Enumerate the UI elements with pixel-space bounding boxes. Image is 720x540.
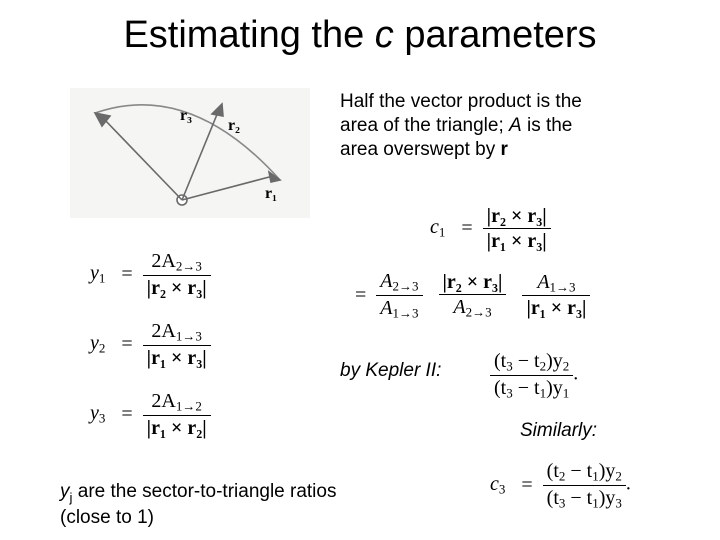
c1f3-num-sub: 1→3 [550,279,576,294]
c3-den-pre: (t [547,487,559,509]
c1f2-den-sub: 2→3 [466,304,492,319]
footnote-y: y [60,481,70,502]
kep-num-s3: 2 [563,358,570,373]
orbit-diagram-svg: r₁ r₂ r₃ [70,88,310,218]
c3-sub: 3 [499,481,506,496]
kepler-label: by Kepler II: [340,360,441,382]
vector-r3 [103,118,182,200]
y2-num-pre: 2A [151,320,175,342]
eq-c1: c1 = |r₂ × r₃| |r₁ × r₃| [430,205,551,252]
kep-num-mid: − t [513,350,540,372]
y3-den: |r₁ × r₂| [147,417,207,439]
explain-l1: Half the vector product is the [340,91,582,112]
kep-den-mid: − t [513,377,540,399]
kep-num-pre: (t [494,350,506,372]
c3-num-mid: − t [565,460,592,482]
orbit-diagram: r₁ r₂ r₃ [70,88,310,218]
slide-title: Estimating the c parameters [0,14,720,57]
vector-r1 [182,176,273,200]
eq-c1-factored: = A2→3 A1→3 |r₂ × r₃| A2→3 A1→3 |r₁ × r₃… [350,270,590,320]
y1-sub: 1 [99,270,106,285]
kep-num-post: )y [546,350,563,372]
label-r1: r₁ [265,185,277,202]
c1-num: |r₂ × r₃| [487,205,547,227]
y1-num-sub: 2→3 [176,258,202,273]
label-r2: r₂ [228,117,240,134]
y1-lhs: y [90,262,99,284]
c1f3-num: A [537,271,549,293]
eq-y1: y1 = 2A2→3 |r₂ × r₃| [90,250,211,299]
c1f2-den: A [453,296,465,318]
explain-l2b: is the [522,115,573,136]
c3-num-s3: 2 [615,468,622,483]
c3-num-post: )y [599,460,616,482]
y2-num-sub: 1→3 [176,328,202,343]
c1f1-den-sub: 1→3 [393,305,419,320]
explain-l2a: area of the triangle; [340,115,509,136]
y3-sub: 3 [99,410,106,425]
c3-den-mid: − t [565,487,592,509]
y1-num-pre: 2A [151,250,175,272]
y3-num-sub: 1→2 [176,398,202,413]
eq-kepler: (t3 − t2)y2 (t3 − t1)y1 . [490,350,578,400]
c1-den: |r₁ × r₃| [487,230,547,252]
eq-y3: y3 = 2A1→2 |r₁ × r₂| [90,390,211,439]
title-c: c [375,14,394,56]
c3-num-pre: (t [547,460,559,482]
kep-den-pre: (t [494,377,506,399]
y3-lhs: y [90,402,99,424]
y2-sub: 2 [99,340,106,355]
vector-r2 [182,112,218,200]
eq-y2: y2 = 2A1→3 |r₁ × r₃| [90,320,211,369]
footnote: yj are the sector-to-triangle ratios (cl… [60,480,340,530]
footnote-post: are the sector-to-triangle ratios (close… [60,481,336,528]
c3-tail: . [626,473,631,495]
arrow-r2 [212,104,223,116]
explain-text: Half the vector product is the area of t… [340,90,670,161]
explain-r: r [501,139,508,160]
similarly-label: Similarly: [520,420,597,442]
c1f1-den: A [380,297,392,319]
c1f1-num-sub: 2→3 [393,278,419,293]
c1-lhs: c [430,216,439,238]
y3-num-pre: 2A [151,390,175,412]
explain-A: A [509,115,522,136]
kep-den-s3: 1 [563,385,570,400]
c3-lhs: c [490,473,499,495]
title-post: parameters [394,14,597,56]
kep-tail: . [573,363,578,385]
c3-den-post: )y [599,487,616,509]
y2-lhs: y [90,332,99,354]
kep-den-post: )y [546,377,563,399]
c3-den-s3: 3 [615,495,622,510]
c1f1-num: A [380,270,392,292]
title-pre: Estimating the [123,14,374,56]
explain-l3a: area overswept by [340,139,501,160]
c1f3-den: |r₁ × r₃| [526,297,586,319]
y2-den: |r₁ × r₃| [147,347,207,369]
y1-den: |r₂ × r₃| [147,277,207,299]
c1f2-num: |r₂ × r₃| [443,271,503,293]
c1-sub: 1 [439,225,446,240]
eq-c3: c3 = (t2 − t1)y2 (t3 − t1)y3 . [490,460,631,510]
label-r3: r₃ [180,107,192,124]
